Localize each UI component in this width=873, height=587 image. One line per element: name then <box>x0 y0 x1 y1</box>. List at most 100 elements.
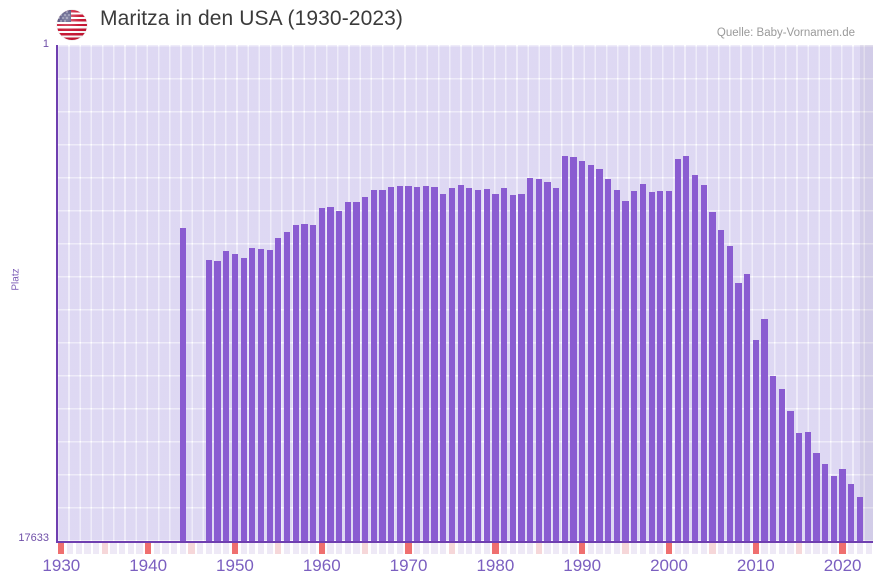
bar[interactable] <box>683 155 690 542</box>
bar[interactable] <box>648 191 655 542</box>
bar[interactable] <box>804 431 812 542</box>
bar[interactable] <box>700 185 707 542</box>
bar[interactable] <box>631 191 638 542</box>
bar[interactable] <box>318 207 325 542</box>
bar[interactable] <box>744 274 751 542</box>
x-tick-minor <box>709 543 716 554</box>
bar[interactable] <box>622 201 629 542</box>
bar[interactable] <box>483 188 490 542</box>
bar[interactable] <box>309 225 317 542</box>
bar[interactable] <box>249 247 256 542</box>
bar[interactable] <box>674 159 681 542</box>
bar[interactable] <box>709 212 716 542</box>
x-tick-minor <box>205 543 213 554</box>
bar[interactable] <box>579 161 586 542</box>
y-axis-title: Platz <box>10 268 22 291</box>
bar[interactable] <box>223 251 230 542</box>
x-axis-line <box>56 541 873 543</box>
bar[interactable] <box>405 186 412 542</box>
bar[interactable] <box>770 375 777 542</box>
bar[interactable] <box>535 179 542 542</box>
x-tick-minor <box>535 543 542 554</box>
bar[interactable] <box>639 184 647 542</box>
bar[interactable] <box>717 230 725 542</box>
bar[interactable] <box>587 165 594 542</box>
bar[interactable] <box>657 190 664 542</box>
bar[interactable] <box>518 194 525 542</box>
bar[interactable] <box>856 496 864 542</box>
x-tick-minor <box>422 543 430 554</box>
bar[interactable] <box>257 249 265 542</box>
bar[interactable] <box>231 254 239 542</box>
bar[interactable] <box>726 245 733 542</box>
x-tick-minor <box>240 543 247 554</box>
bar[interactable] <box>283 232 291 542</box>
x-tick-minor <box>370 543 377 554</box>
bar[interactable] <box>796 433 803 542</box>
bar[interactable] <box>422 185 430 542</box>
bar[interactable] <box>526 178 534 542</box>
bar[interactable] <box>474 190 482 542</box>
bar[interactable] <box>509 194 516 542</box>
x-tick-minor <box>761 543 768 554</box>
bar[interactable] <box>266 249 273 542</box>
bar[interactable] <box>370 190 377 542</box>
bar[interactable] <box>813 453 820 542</box>
x-tick-minor <box>162 543 169 554</box>
bar[interactable] <box>665 190 673 542</box>
bar[interactable] <box>752 340 759 542</box>
bar[interactable] <box>240 258 247 542</box>
bar[interactable] <box>214 261 221 542</box>
bar[interactable] <box>388 186 395 542</box>
bar[interactable] <box>344 201 351 542</box>
bar[interactable] <box>414 187 421 542</box>
bar[interactable] <box>301 223 308 542</box>
x-tick-minor <box>596 543 603 554</box>
bar[interactable] <box>466 187 473 542</box>
bar[interactable] <box>205 260 213 542</box>
bar[interactable] <box>830 475 838 542</box>
bar[interactable] <box>613 189 621 542</box>
x-tick-minor <box>778 543 785 554</box>
y-axis-line <box>56 45 58 543</box>
flag-stars <box>57 10 71 22</box>
x-tick-minor <box>622 543 629 554</box>
bar[interactable] <box>457 184 464 542</box>
bar[interactable] <box>691 174 699 542</box>
bar[interactable] <box>787 410 794 542</box>
x-tick-minor <box>249 543 256 554</box>
x-tick-minor <box>379 543 386 554</box>
bar[interactable] <box>353 201 360 542</box>
bar[interactable] <box>839 469 846 542</box>
bar[interactable] <box>379 190 386 542</box>
bar[interactable] <box>275 237 282 542</box>
bar[interactable] <box>500 188 508 542</box>
bar[interactable] <box>570 157 577 542</box>
bar[interactable] <box>848 483 855 542</box>
x-tick-minor <box>301 543 308 554</box>
bar[interactable] <box>396 186 404 542</box>
bar[interactable] <box>553 187 560 542</box>
bar[interactable] <box>761 319 768 542</box>
bar[interactable] <box>544 182 551 542</box>
x-tick-minor <box>865 543 872 554</box>
bar[interactable] <box>440 194 447 542</box>
bar[interactable] <box>492 194 499 542</box>
x-tick-minor <box>605 543 612 554</box>
x-tick-minor <box>683 543 690 554</box>
bar[interactable] <box>179 227 186 542</box>
bar[interactable] <box>327 207 334 542</box>
bar[interactable] <box>431 187 438 542</box>
bar[interactable] <box>292 225 299 542</box>
bar[interactable] <box>778 389 785 542</box>
bar[interactable] <box>822 464 829 542</box>
x-tick-minor <box>431 543 438 554</box>
bar[interactable] <box>561 156 568 542</box>
bar[interactable] <box>362 196 369 542</box>
bar[interactable] <box>605 178 612 542</box>
bar[interactable] <box>735 283 742 542</box>
bar[interactable] <box>448 188 456 542</box>
x-tick-major <box>318 543 325 554</box>
bar[interactable] <box>596 169 603 542</box>
bar[interactable] <box>336 210 343 542</box>
